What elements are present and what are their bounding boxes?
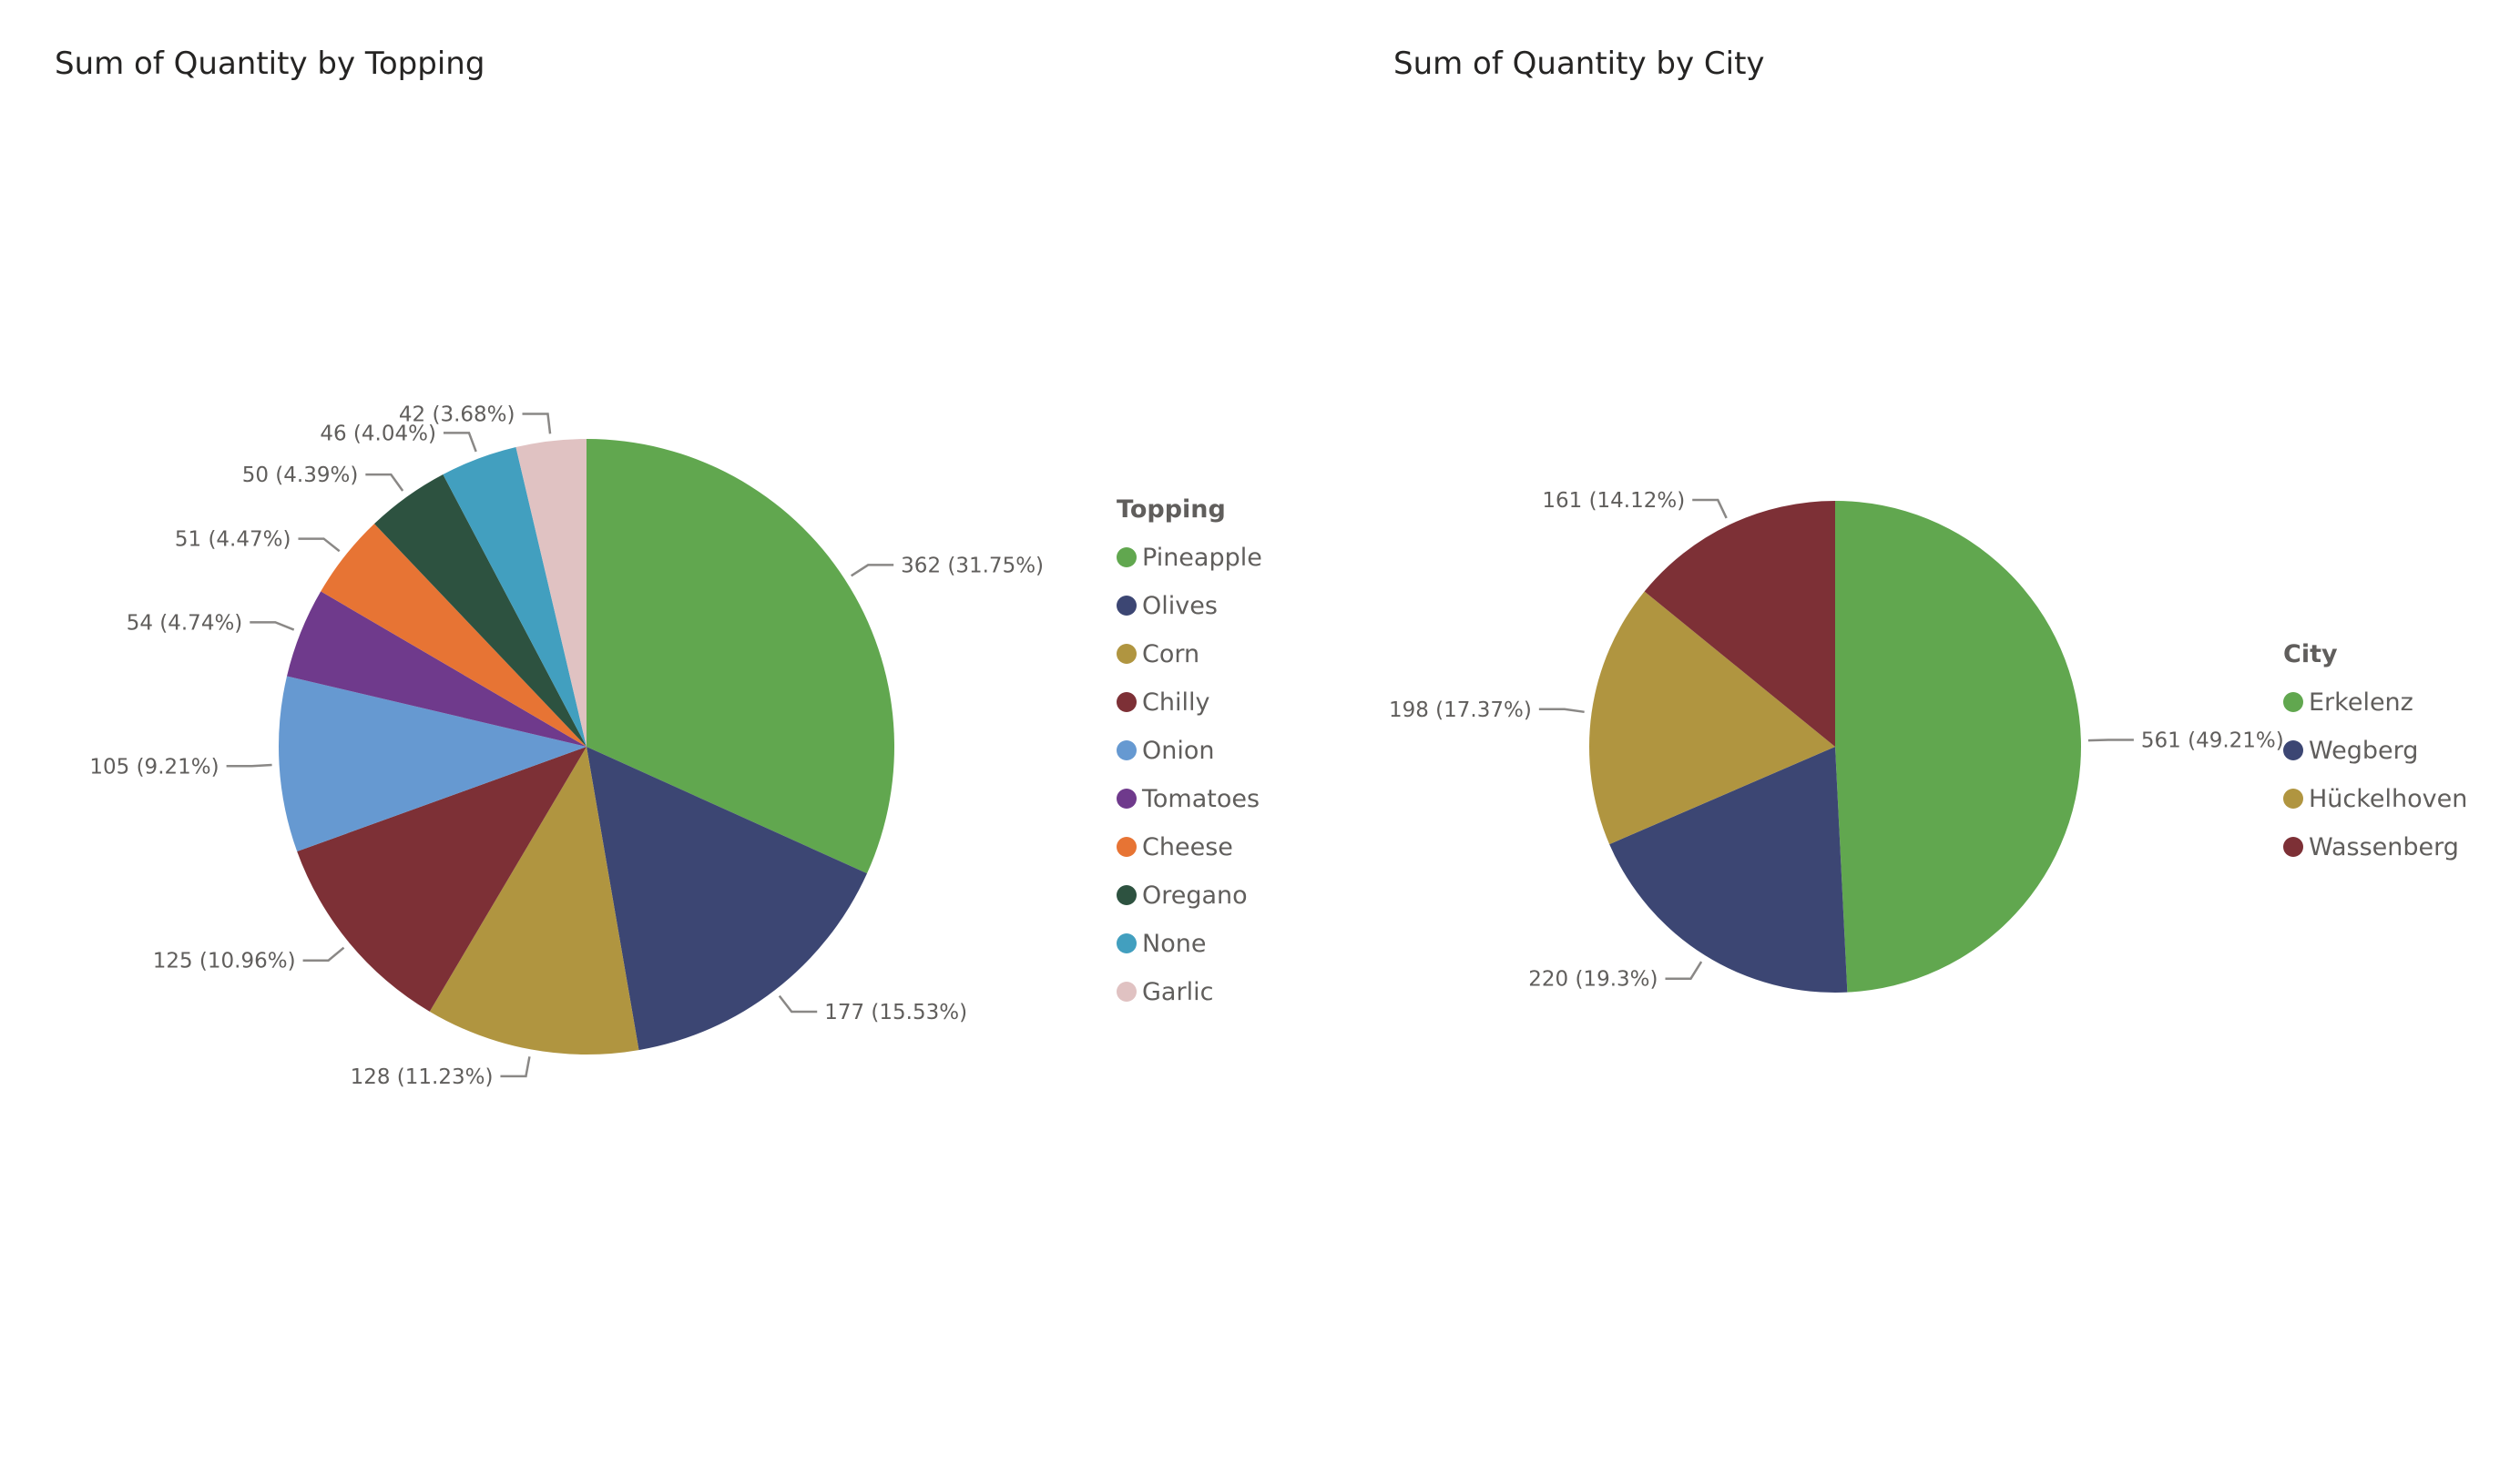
legend-item-erkelenz[interactable]: Erkelenz <box>2283 688 2413 717</box>
pie-slice-pineapple[interactable] <box>587 439 894 874</box>
legend-marker-onion <box>1117 740 1137 760</box>
pie-slice-none[interactable] <box>443 447 587 747</box>
legend-marker-tomatoes <box>1117 789 1137 809</box>
topping-pie-chart[interactable]: 362 (31.75%) 177 (15.53%) 128 (11.23%) 125 … <box>0 0 1339 1457</box>
legend-marker-cheese <box>1117 837 1137 857</box>
pie-slice-olives[interactable] <box>587 747 868 1051</box>
leader-line-wegberg <box>1665 961 1703 980</box>
data-label-garlic: 42 (3.68%) <box>399 402 515 426</box>
leader-line-wassenberg <box>1692 498 1728 519</box>
pie-slice-chilly[interactable] <box>297 747 587 1012</box>
legend-item-olives[interactable]: Olives <box>1117 592 1218 620</box>
legend-marker-garlic <box>1117 982 1137 1002</box>
city-chart-title: Sum of Quantity by City <box>1393 46 1765 82</box>
legend-item-pineapple[interactable]: Pineapple <box>1117 544 1262 572</box>
city-pie-visual[interactable]: Sum of Quantity by City 561 (49.21%) 220 … <box>1339 0 2520 1457</box>
leader-line-huckelhoven <box>1538 708 1585 714</box>
legend-item-oregano[interactable]: Oregano <box>1117 881 1248 910</box>
legend-label-tomatoes: Tomatoes <box>1141 785 1260 813</box>
legend-title: Topping <box>1117 495 1226 524</box>
legend-label-wegberg: Wegberg <box>2309 737 2418 765</box>
legend-marker-chilly <box>1117 692 1137 712</box>
data-label-oregano: 50 (4.39%) <box>242 464 359 487</box>
pie-slice-garlic[interactable] <box>515 439 587 747</box>
leader-line-tomatoes <box>250 621 295 631</box>
data-label-pineapple: 362 (31.75%) <box>901 554 1044 577</box>
legend-item-corn[interactable]: Corn <box>1117 640 1199 668</box>
legend-marker-wegberg <box>2283 740 2303 760</box>
leader-line-chilly <box>302 946 345 962</box>
legend-label-onion: Onion <box>1142 737 1215 765</box>
leader-line-pineapple <box>851 564 894 577</box>
legend-marker-huckelhoven <box>2283 789 2303 809</box>
data-label-chilly: 125 (10.96%) <box>153 950 296 973</box>
legend-item-tomatoes[interactable]: Tomatoes <box>1117 785 1260 813</box>
legend-label-wassenberg: Wassenberg <box>2309 833 2459 861</box>
legend-label-chilly: Chilly <box>1142 688 1209 717</box>
legend-marker-pineapple <box>1117 547 1137 567</box>
legend-item-wassenberg[interactable]: Wassenberg <box>2283 833 2459 861</box>
pie-slice-erkelenz[interactable] <box>1835 501 2081 993</box>
pie-slice-wegberg[interactable] <box>1609 747 1848 993</box>
legend-label-garlic: Garlic <box>1142 978 1213 1006</box>
topping-chart-title: Sum of Quantity by Topping <box>55 46 485 82</box>
pie-slice-onion[interactable] <box>279 676 587 852</box>
legend-label-cheese: Cheese <box>1142 833 1233 861</box>
leader-line-none <box>443 432 477 453</box>
legend-item-cheese[interactable]: Cheese <box>1117 833 1233 861</box>
data-label-corn: 128 (11.23%) <box>351 1065 494 1089</box>
legend-item-wegberg[interactable]: Wegberg <box>2283 737 2418 765</box>
data-label-onion: 105 (9.21%) <box>89 755 219 779</box>
legend-label-pineapple: Pineapple <box>1142 544 1262 572</box>
data-label-none: 46 (4.04%) <box>320 422 436 445</box>
pie-slice-tomatoes[interactable] <box>287 591 587 747</box>
data-label-huckelhoven: 198 (17.37%) <box>1389 698 1532 722</box>
leader-line-corn <box>500 1056 531 1078</box>
leader-line-cheese <box>298 537 341 553</box>
legend-label-corn: Corn <box>1142 640 1199 668</box>
data-label-cheese: 51 (4.47%) <box>175 528 291 552</box>
legend-marker-oregano <box>1117 885 1137 905</box>
legend-label-olives: Olives <box>1142 592 1218 620</box>
leader-line-garlic <box>522 413 552 434</box>
pie-slice-cheese[interactable] <box>321 524 587 747</box>
legend-item-none[interactable]: None <box>1117 930 1206 958</box>
legend-marker-olives <box>1117 596 1137 616</box>
legend-item-onion[interactable]: Onion <box>1117 737 1215 765</box>
legend-item-garlic[interactable]: Garlic <box>1117 978 1213 1006</box>
pie-slice-wassenberg[interactable] <box>1644 501 1835 747</box>
legend-marker-erkelenz <box>2283 692 2303 712</box>
legend-marker-wassenberg <box>2283 837 2303 857</box>
leader-line-olives <box>778 994 818 1014</box>
legend-label-huckelhoven: Hückelhoven <box>2309 785 2467 813</box>
topping-pie-visual[interactable]: Sum of Quantity by Topping 362 (31.75%) 1… <box>0 0 1339 1457</box>
data-label-tomatoes: 54 (4.74%) <box>127 611 243 635</box>
pie-slice-oregano[interactable] <box>373 474 587 747</box>
legend-title: City <box>2283 640 2338 668</box>
pie-slice-corn[interactable] <box>429 747 639 1055</box>
legend-label-none: None <box>1142 930 1206 958</box>
pie-slice-huckelhoven[interactable] <box>1589 591 1835 845</box>
legend-marker-corn <box>1117 644 1137 664</box>
data-label-olives: 177 (15.53%) <box>824 1001 967 1024</box>
data-label-erkelenz: 561 (49.21%) <box>2141 729 2284 753</box>
data-label-wegberg: 220 (19.3%) <box>1528 968 1658 992</box>
legend-label-oregano: Oregano <box>1142 881 1248 910</box>
legend-item-huckelhoven[interactable]: Hückelhoven <box>2283 785 2467 813</box>
city-pie-chart[interactable]: 561 (49.21%) 220 (19.3%) 198 (17.37%) 161 (… <box>1339 0 2520 1457</box>
leader-line-onion <box>226 763 272 768</box>
leader-line-oregano <box>365 473 404 492</box>
legend-marker-none <box>1117 933 1137 953</box>
legend-item-chilly[interactable]: Chilly <box>1117 688 1209 717</box>
data-label-wassenberg: 161 (14.12%) <box>1542 489 1685 513</box>
legend-label-erkelenz: Erkelenz <box>2309 688 2413 717</box>
leader-line-erkelenz <box>2087 739 2134 742</box>
